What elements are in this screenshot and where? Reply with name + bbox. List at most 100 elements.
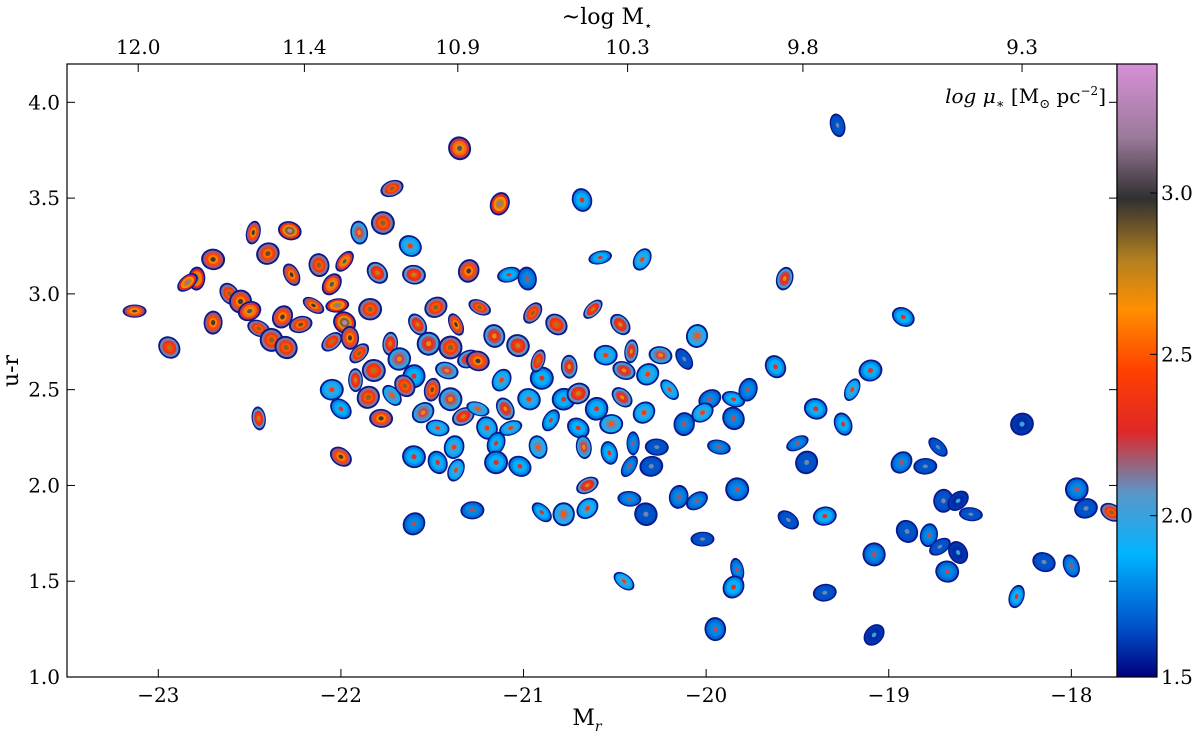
galaxy-ring xyxy=(475,407,481,411)
galaxy-point xyxy=(948,541,969,564)
galaxy-point xyxy=(613,571,635,591)
galaxy-point xyxy=(369,408,394,428)
galaxy-ring xyxy=(794,441,800,446)
galaxy-ring xyxy=(621,579,627,584)
galaxy-ring xyxy=(433,304,439,310)
galaxy-point xyxy=(402,512,426,536)
galaxy-ring xyxy=(1109,510,1114,515)
galaxy-ring xyxy=(1014,593,1019,600)
galaxy-ring xyxy=(347,335,353,341)
galaxy-point xyxy=(690,531,715,547)
galaxy-ring xyxy=(539,510,544,515)
galaxy-ring xyxy=(813,406,819,412)
galaxy-ring xyxy=(899,459,904,465)
galaxy-ring xyxy=(955,550,961,555)
galaxy-point xyxy=(201,248,226,271)
galaxy-ring xyxy=(582,444,586,450)
galaxy-point xyxy=(812,506,837,526)
galaxy-point xyxy=(704,617,727,642)
galaxy-ring xyxy=(475,358,481,364)
galaxy-point xyxy=(958,507,983,522)
galaxy-ring xyxy=(536,444,541,450)
galaxy-point xyxy=(611,387,633,408)
galaxy-point xyxy=(427,450,448,475)
galaxy-ring xyxy=(735,567,739,573)
galaxy-ring xyxy=(1083,506,1089,511)
galaxy-point xyxy=(617,490,642,507)
galaxy-ring xyxy=(1069,563,1074,569)
galaxy-ring xyxy=(804,459,810,465)
galaxy-ring xyxy=(553,322,559,327)
galaxy-point xyxy=(571,188,593,212)
galaxy-point xyxy=(862,542,886,567)
galaxy-ring xyxy=(700,410,705,415)
y-tick-label: 3.5 xyxy=(28,186,60,210)
galaxy-point xyxy=(891,306,915,327)
galaxy-point xyxy=(576,497,599,520)
galaxy-ring xyxy=(712,626,718,632)
galaxy-ring xyxy=(342,259,347,264)
galaxy-point xyxy=(122,304,147,318)
galaxy-point xyxy=(288,315,313,334)
galaxy-point xyxy=(722,575,745,599)
galaxy-ring xyxy=(237,298,244,305)
galaxy-point xyxy=(398,235,422,257)
galaxy-ring xyxy=(822,590,828,595)
galaxy-point xyxy=(486,431,506,455)
galaxy-point xyxy=(531,502,552,523)
galaxy-ring xyxy=(411,521,417,527)
galaxy-point xyxy=(416,331,441,356)
galaxy-point xyxy=(424,296,448,318)
galaxy-point xyxy=(668,484,689,509)
top-axis-title: ~log M⋆ xyxy=(562,5,652,34)
galaxy-point xyxy=(775,266,794,291)
galaxy-ring xyxy=(357,351,362,356)
galaxy-point xyxy=(722,406,745,431)
galaxy-ring xyxy=(338,454,344,459)
galaxy-point xyxy=(499,420,523,436)
y-tick-label: 2.0 xyxy=(28,473,60,497)
y-tick-label: 3.0 xyxy=(28,282,60,306)
galaxy-ring xyxy=(402,383,408,389)
galaxy-ring xyxy=(935,445,941,450)
galaxy-ring xyxy=(329,281,334,287)
galaxy-point xyxy=(447,458,465,482)
galaxy-point xyxy=(1064,477,1089,502)
galaxy-point xyxy=(302,296,325,314)
galaxy-ring xyxy=(493,459,499,465)
galaxy-point xyxy=(435,361,459,380)
galaxy-point xyxy=(1010,412,1034,436)
galaxy-ring xyxy=(210,257,216,262)
galaxy-ring xyxy=(694,498,700,503)
galaxy-ring xyxy=(682,356,687,362)
galaxy-ring xyxy=(926,532,931,538)
galaxy-ring xyxy=(283,344,289,351)
galaxy-point xyxy=(691,402,714,423)
galaxy-point xyxy=(203,310,223,335)
galaxy-point xyxy=(245,220,261,245)
colorbar-ticks: 1.5 2.0 2.5 3.0 xyxy=(1150,181,1193,689)
top-tick-label: 9.8 xyxy=(787,35,819,59)
galaxy-ring xyxy=(1019,421,1025,427)
galaxy-point xyxy=(843,378,861,401)
galaxy-point xyxy=(764,355,787,379)
galaxy-ring xyxy=(380,220,386,226)
galaxy-ring xyxy=(396,356,402,362)
galaxy-point xyxy=(237,301,262,322)
galaxy-ring xyxy=(367,306,373,312)
galaxy-ring xyxy=(731,584,736,590)
galaxy-ring xyxy=(210,320,216,326)
galaxy-ring xyxy=(484,425,490,431)
galaxy-ring xyxy=(567,364,572,370)
galaxy-point xyxy=(349,343,370,364)
galaxy-point xyxy=(545,313,568,336)
galaxy-ring xyxy=(922,464,928,469)
galaxy-point xyxy=(675,348,694,370)
galaxy-ring xyxy=(365,394,371,400)
x-tick-label: −18 xyxy=(1050,683,1092,707)
galaxy-ring xyxy=(782,276,787,282)
x-tick-label: −22 xyxy=(320,683,362,707)
galaxy-ring xyxy=(955,498,961,504)
y-tick-label: 1.0 xyxy=(28,665,60,689)
galaxy-point xyxy=(402,445,426,469)
